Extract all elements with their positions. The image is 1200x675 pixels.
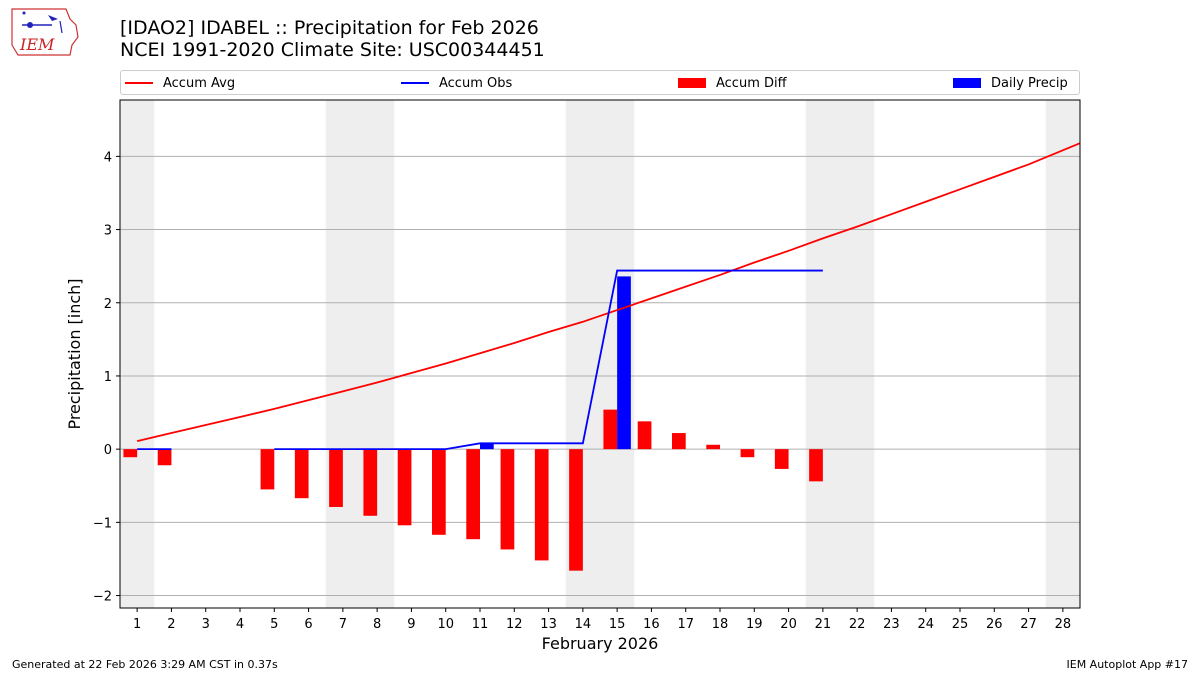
x-tick-label: 7	[339, 617, 347, 632]
x-tick-label: 21	[815, 617, 832, 632]
chart-title: [IDAO2] IDABEL :: Precipitation for Feb …	[120, 17, 539, 39]
x-tick-label: 17	[677, 617, 694, 632]
x-tick-label: 14	[575, 617, 592, 632]
x-tick-label: 28	[1055, 617, 1072, 632]
accum-diff-bar	[363, 449, 378, 516]
x-tick-label: 8	[373, 617, 381, 632]
legend-swatch	[678, 78, 706, 88]
x-tick-label: 27	[1020, 617, 1037, 632]
weekend-band	[1045, 100, 1080, 608]
x-tick-label: 15	[609, 617, 626, 632]
chart-subtitle: NCEI 1991-2020 Climate Site: USC00344451	[120, 39, 545, 61]
accum-diff-bar	[569, 449, 583, 571]
legend-label: Accum Avg	[163, 75, 236, 91]
legend-swatch	[401, 82, 429, 84]
x-tick-label: 10	[437, 617, 454, 632]
accum-diff-bar	[637, 421, 652, 450]
iowa-map-icon: IEM	[11, 8, 79, 56]
x-tick-label: 6	[304, 617, 312, 632]
daily-precip-bar	[617, 276, 631, 450]
x-tick-label: 24	[917, 617, 934, 632]
x-tick-label: 9	[407, 617, 415, 632]
accum-diff-bar	[329, 449, 343, 507]
y-tick-label: 4	[104, 150, 112, 165]
y-tick-label: 3	[104, 224, 112, 239]
x-tick-label: 2	[167, 617, 175, 632]
accum-diff-bar	[740, 449, 755, 458]
x-axis-label: February 2026	[542, 634, 659, 653]
x-tick-label: 23	[883, 617, 900, 632]
x-tick-label: 5	[270, 617, 278, 632]
accum-obs-line	[274, 269, 823, 451]
iem-logo: IEM	[8, 5, 80, 59]
accum-diff-bar	[603, 409, 618, 450]
x-tick-label: 13	[540, 617, 557, 632]
legend-item-daily-precip: Daily Precip	[953, 74, 1068, 92]
accum-diff-bar	[466, 449, 480, 540]
legend-label: Accum Obs	[439, 75, 513, 91]
x-tick-label: 3	[202, 617, 210, 632]
y-tick-label: 0	[104, 443, 112, 458]
x-tick-label: 1	[133, 617, 141, 632]
x-tick-label: 12	[506, 617, 523, 632]
daily-precip-bar	[480, 443, 494, 450]
accum-diff-bar	[432, 449, 446, 535]
footer-generated: Generated at 22 Feb 2026 3:29 AM CST in …	[12, 658, 278, 671]
axis-ticks: 1 2 3 4 5 6 7 8 9 10 11 12 13 14 15 16 17 18 19 20 21 22 23 24 2…	[93, 150, 1071, 632]
accum-diff-bar	[157, 449, 172, 466]
weekend-band	[120, 100, 155, 608]
legend-swatch	[953, 78, 981, 88]
legend-swatch	[125, 82, 153, 84]
bar-marks	[123, 276, 823, 571]
footer-app: IEM Autoplot App #17	[1066, 658, 1189, 671]
accum-diff-bar	[500, 449, 515, 550]
accum-diff-bar	[809, 449, 823, 482]
x-tick-label: 25	[952, 617, 969, 632]
grid-lines	[120, 155, 1080, 597]
accum-diff-bar	[706, 444, 720, 450]
y-axis-label: Precipitation [inch]	[65, 278, 84, 429]
legend: Accum Avg Accum Obs Accum Diff Daily Pre…	[120, 70, 1080, 95]
line-series	[136, 142, 1081, 451]
accum-diff-bar	[672, 433, 686, 450]
y-tick-label: 2	[104, 297, 112, 312]
weekend-shading	[120, 100, 1080, 608]
legend-label: Accum Diff	[716, 75, 787, 91]
y-tick-label: −1	[93, 516, 112, 531]
accum-diff-bar	[774, 449, 789, 469]
accum-diff-bar	[534, 449, 549, 561]
weekend-band	[325, 100, 395, 608]
logo-text: IEM	[19, 35, 55, 54]
x-tick-label: 18	[712, 617, 729, 632]
weekend-band	[805, 100, 875, 608]
y-tick-label: −2	[93, 590, 112, 605]
x-tick-label: 4	[236, 617, 244, 632]
legend-label: Daily Precip	[991, 75, 1068, 91]
legend-item-accum-obs: Accum Obs	[401, 74, 512, 92]
plot-frame	[119, 99, 1081, 609]
legend-item-accum-avg: Accum Avg	[125, 74, 235, 92]
y-tick-label: 1	[104, 370, 112, 385]
x-tick-label: 19	[746, 617, 763, 632]
x-tick-label: 26	[986, 617, 1003, 632]
x-tick-label: 22	[849, 617, 866, 632]
legend-item-accum-diff: Accum Diff	[678, 74, 787, 92]
x-tick-label: 20	[780, 617, 797, 632]
x-tick-label: 16	[643, 617, 660, 632]
accum-diff-bar	[123, 449, 138, 458]
accum-diff-bar	[294, 449, 309, 499]
accum-diff-bar	[397, 449, 412, 526]
accum-diff-bar	[260, 449, 275, 490]
x-tick-label: 11	[472, 617, 489, 632]
accum-avg-line	[136, 142, 1081, 442]
